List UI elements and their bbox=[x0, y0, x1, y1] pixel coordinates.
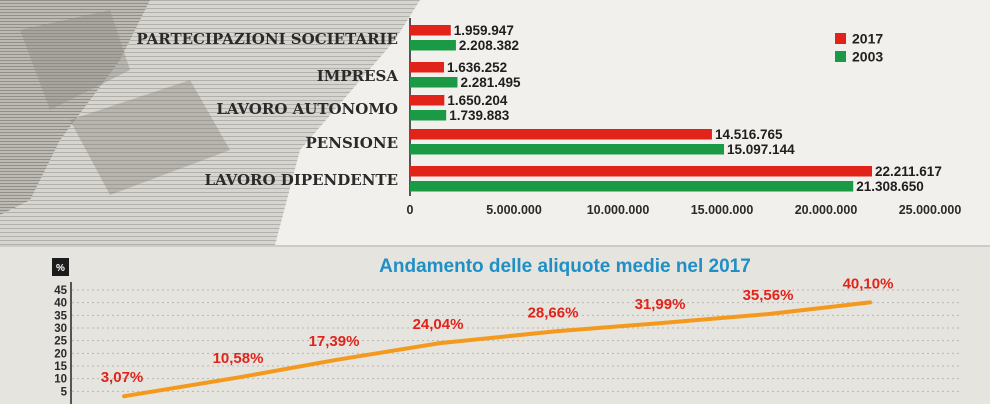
category-label: IMPRESA bbox=[317, 67, 399, 85]
category-label: PARTECIPAZIONI SOCIETARIE bbox=[136, 30, 398, 48]
data-label: 10,58% bbox=[213, 350, 264, 367]
category-label: PENSIONE bbox=[306, 134, 398, 152]
y-tick-label: 10 bbox=[54, 374, 67, 386]
x-tick-label: 15.000.000 bbox=[691, 203, 754, 217]
unit-badge bbox=[52, 258, 69, 276]
bar-value-label: 15.097.144 bbox=[727, 142, 795, 157]
bar-2003 bbox=[410, 181, 854, 192]
y-axis bbox=[70, 282, 72, 404]
bar-2017 bbox=[410, 95, 445, 106]
legend-swatch-2003 bbox=[835, 51, 846, 62]
bar-chart: PARTECIPAZIONI SOCIETARIE 1.959.9472.208.… bbox=[136, 18, 961, 217]
y-tick-label: 20 bbox=[54, 348, 67, 360]
bar-value-label: 1.739.883 bbox=[449, 108, 510, 123]
category-label: LAVORO DIPENDENTE bbox=[205, 171, 398, 189]
x-tick-label: 20.000.000 bbox=[795, 203, 858, 217]
data-label: 28,66% bbox=[528, 304, 579, 321]
data-label: 35,56% bbox=[743, 287, 794, 304]
data-label: 3,07% bbox=[101, 369, 144, 386]
data-label: 31,99% bbox=[635, 296, 686, 313]
bar-2017 bbox=[410, 166, 873, 177]
x-tick-label: 10.000.000 bbox=[587, 203, 650, 217]
x-tick-label: 25.000.000 bbox=[899, 203, 962, 217]
bar-value-label: 2.208.382 bbox=[459, 38, 519, 53]
data-label: 40,10% bbox=[843, 275, 894, 292]
y-tick-label: 25 bbox=[54, 336, 67, 348]
legend-swatch-2017 bbox=[835, 33, 846, 44]
y-tick-label: 15 bbox=[54, 361, 67, 373]
bar-2003 bbox=[410, 40, 456, 51]
bar-value-label: 1.959.947 bbox=[454, 23, 514, 38]
chart-title: Andamento delle aliquote medie nel 2017 bbox=[379, 256, 751, 277]
bar-value-label: 14.516.765 bbox=[715, 127, 783, 142]
x-tick-label: 0 bbox=[407, 203, 414, 217]
y-tick-label: 30 bbox=[54, 323, 67, 335]
bar-2017 bbox=[410, 62, 445, 73]
bar-value-label: 1.650.204 bbox=[447, 93, 508, 108]
unit-label: % bbox=[56, 263, 65, 274]
bar-value-label: 22.211.617 bbox=[875, 164, 942, 179]
line-chart: Andamento delle aliquote medie nel 2017%… bbox=[52, 256, 960, 404]
series-line bbox=[122, 300, 872, 399]
y-tick-label: 5 bbox=[61, 386, 68, 398]
y-tick-label: 35 bbox=[54, 310, 67, 322]
bar-value-label: 2.281.495 bbox=[460, 75, 521, 90]
category-label: LAVORO AUTONOMO bbox=[216, 100, 398, 118]
bar-2017 bbox=[410, 129, 712, 140]
bar-value-label: 1.636.252 bbox=[447, 60, 507, 75]
bar-2003 bbox=[410, 77, 458, 88]
legend-label: 2003 bbox=[852, 49, 883, 65]
legend-label: 2017 bbox=[852, 31, 883, 47]
data-label: 24,04% bbox=[413, 316, 464, 333]
bar-2017 bbox=[410, 25, 451, 36]
y-tick-label: 40 bbox=[54, 298, 67, 310]
x-tick-label: 5.000.000 bbox=[486, 203, 542, 217]
legend: 2017 2003 bbox=[835, 31, 883, 65]
bar-chart-axis bbox=[409, 18, 411, 196]
data-label: 17,39% bbox=[309, 333, 360, 350]
bar-2003 bbox=[410, 110, 447, 121]
bar-2003 bbox=[410, 144, 725, 155]
bar-value-label: 21.308.650 bbox=[856, 179, 924, 194]
y-tick-label: 45 bbox=[54, 285, 67, 297]
